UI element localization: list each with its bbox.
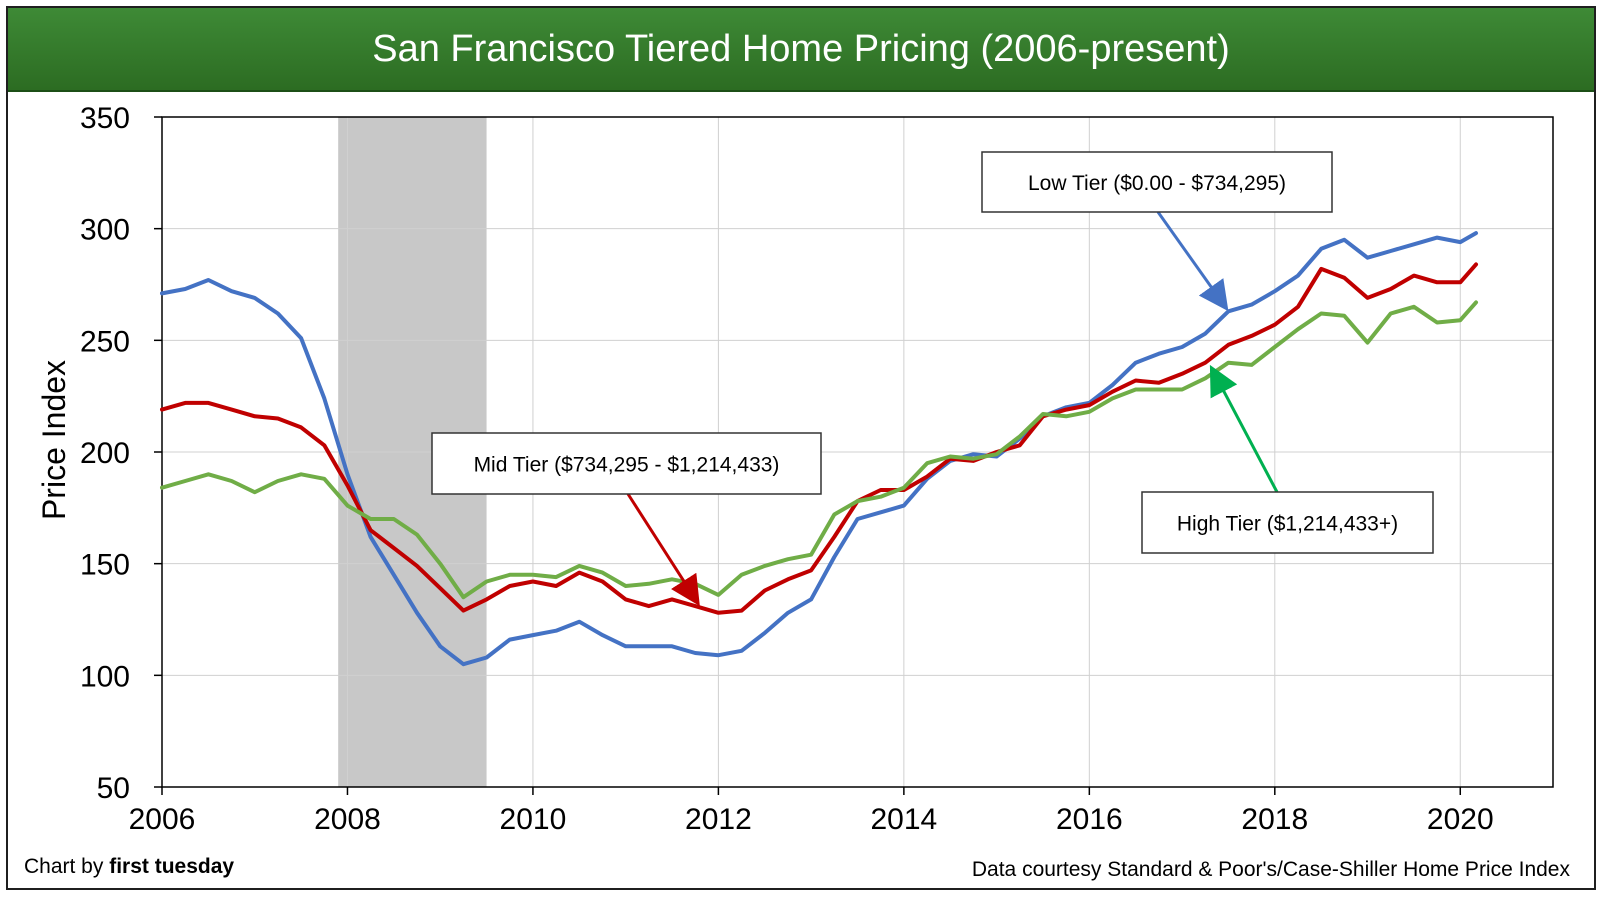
callout-label-high: High Tier ($1,214,433+) xyxy=(1177,513,1398,536)
callout-label-low: Low Tier ($0.00 - $734,295) xyxy=(1028,172,1286,195)
series-line-mid xyxy=(160,262,1478,615)
callout-arrow-low xyxy=(1156,211,1229,312)
y-tick-label: 100 xyxy=(80,660,130,693)
series-line-high xyxy=(160,300,1478,600)
callout-box-mid xyxy=(431,432,822,495)
callout-label-mid: Mid Tier ($734,295 - $1,214,433) xyxy=(474,454,780,477)
title-bar: San Francisco Tiered Home Pricing (2006-… xyxy=(8,8,1594,92)
callout-arrow-mid xyxy=(626,493,700,607)
x-tick-label: 2018 xyxy=(1241,803,1308,836)
y-tick-label: 300 xyxy=(80,214,130,247)
y-tick-label: 200 xyxy=(80,437,130,470)
x-tick-label: 2020 xyxy=(1427,803,1494,836)
footer-credit-name: first tuesday xyxy=(109,855,234,878)
footer-source: Data courtesy Standard & Poor's/Case-Shi… xyxy=(972,858,1571,881)
y-tick-label: 350 xyxy=(80,102,130,135)
x-tick-label: 2016 xyxy=(1056,803,1123,836)
callout-box-high xyxy=(1141,491,1434,554)
footer-credit: Chart by first tuesday xyxy=(24,855,234,878)
x-tick-label: 2006 xyxy=(129,803,196,836)
callout-arrow-high xyxy=(1209,364,1279,493)
y-tick-label: 50 xyxy=(97,772,130,805)
series-line-low xyxy=(160,231,1478,667)
x-tick-label: 2012 xyxy=(685,803,752,836)
y-tick-label: 150 xyxy=(80,549,130,582)
y-tick-label: 250 xyxy=(80,325,130,358)
x-tick-label: 2010 xyxy=(500,803,567,836)
chart-title: San Francisco Tiered Home Pricing (2006-… xyxy=(372,27,1230,70)
y-axis-label: Price Index xyxy=(36,360,72,520)
callout-box-low xyxy=(981,151,1333,213)
x-tick-label: 2008 xyxy=(314,803,381,836)
footer-credit-prefix: Chart by xyxy=(24,855,109,878)
x-tick-label: 2014 xyxy=(870,803,937,836)
